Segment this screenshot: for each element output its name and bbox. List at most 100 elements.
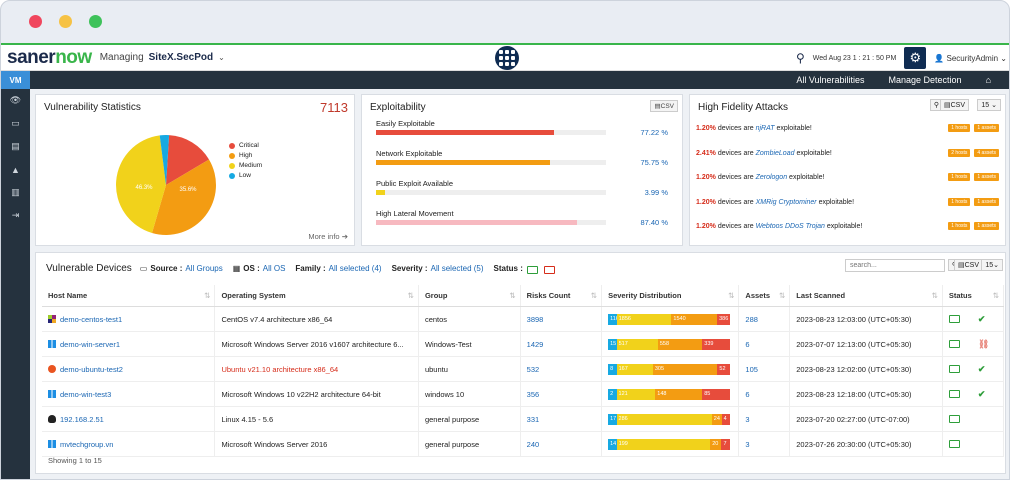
severity-segment[interactable]: 167 (616, 363, 653, 375)
sidebar-item-vm[interactable]: VM (1, 71, 30, 89)
chevron-down-icon[interactable]: ⌄ (218, 53, 225, 62)
host-cell[interactable]: demo-win-server1 (42, 331, 216, 357)
malware-link[interactable]: Zerologon (755, 174, 788, 181)
risks-cell[interactable]: 3898 (520, 306, 603, 332)
search-icon[interactable]: ⚲ (795, 51, 805, 65)
column-header[interactable]: Host Name ⇅ (42, 285, 216, 307)
online-monitor-icon[interactable] (526, 265, 538, 274)
assets-badge[interactable]: 4 assets (974, 148, 999, 157)
page-size-select[interactable]: 15 ⌄ (977, 99, 1001, 111)
total-vulnerabilities[interactable]: 7113 (320, 100, 348, 115)
column-header[interactable]: Status ⇅ (942, 285, 1005, 307)
assets-cell[interactable]: 6 (738, 331, 791, 357)
csv-export-button[interactable]: ▤CSV (939, 99, 969, 111)
sanernow-logo[interactable]: sanernow (7, 46, 92, 68)
severity-segment[interactable]: 85 (702, 388, 731, 400)
host-cell[interactable]: mvtechgroup.vn (42, 431, 216, 457)
gear-icon[interactable]: ⚙ (904, 47, 927, 69)
severity-segment[interactable]: 20 (710, 438, 722, 450)
hosts-badge[interactable]: 1 hosts (948, 124, 971, 132)
malware-link[interactable]: njRAT (755, 125, 775, 132)
column-header[interactable]: Risks Count ⇅ (520, 285, 603, 307)
risks-cell[interactable]: 240 (520, 431, 603, 457)
user-menu[interactable]: 👤 SecurityAdmin ⌄ (934, 53, 1007, 63)
legend-item-critical[interactable]: Critical (229, 142, 262, 149)
malware-link[interactable]: XMRig Cryptominer (755, 198, 817, 206)
severity-segment[interactable]: 24 (711, 413, 722, 425)
severity-segment[interactable]: 121 (616, 388, 656, 400)
assets-cell[interactable]: 105 (738, 356, 791, 382)
column-header[interactable]: Severity Distribution ⇅ (601, 285, 740, 307)
csv-export-button[interactable]: ▤CSV (650, 100, 678, 112)
host-cell[interactable]: demo-ubuntu-test2 (42, 356, 216, 382)
search-input[interactable] (845, 259, 945, 272)
severity-segment[interactable]: 305 (652, 363, 718, 375)
severity-segment[interactable]: 2 (608, 388, 617, 400)
severity-segment[interactable]: 558 (657, 338, 703, 350)
severity-segment[interactable]: 148 (655, 388, 703, 400)
hosts-badge[interactable]: 1 hosts (948, 173, 971, 181)
assets-badge[interactable]: 1 assets (974, 197, 999, 206)
table-row[interactable]: demo-centos-test1 CentOS v7.4 architectu… (42, 306, 1005, 332)
source-filter[interactable]: All Groups (185, 264, 223, 273)
severity-segment[interactable]: 517 (616, 338, 658, 350)
hosts-badge[interactable]: 1 hosts (948, 222, 971, 230)
risks-cell[interactable]: 532 (520, 356, 603, 382)
severity-segment[interactable]: 1856 (616, 313, 672, 325)
severity-segment[interactable]: 17 (608, 413, 617, 425)
severity-segment[interactable]: 286 (616, 413, 712, 425)
nav-manage-detection[interactable]: Manage Detection (888, 75, 962, 85)
severity-segment[interactable]: 116 (608, 313, 617, 325)
table-row[interactable]: demo-win-test3 Microsoft Windows 10 v22H… (42, 381, 1005, 407)
legend-item-low[interactable]: Low (229, 172, 262, 179)
table-row[interactable]: mvtechgroup.vn Microsoft Windows Server … (42, 431, 1005, 457)
column-header[interactable]: Last Scanned ⇅ (789, 285, 943, 307)
os-filter[interactable]: All OS (262, 264, 286, 273)
hosts-badge[interactable]: 2 hosts (948, 148, 971, 157)
column-header[interactable]: Assets ⇅ (738, 285, 791, 307)
column-header[interactable]: Group ⇅ (418, 285, 521, 307)
malware-link[interactable]: Webtoos DDoS Trojan (755, 223, 825, 230)
severity-segment[interactable]: 199 (616, 438, 711, 450)
table-row[interactable]: demo-ubuntu-test2 Ubuntu v21.10 architec… (42, 356, 1005, 382)
host-cell[interactable]: 192.168.2.51 (42, 406, 216, 432)
close-dot[interactable] (29, 15, 42, 28)
maximize-dot[interactable] (89, 15, 102, 28)
warning-icon[interactable]: ▲ (11, 164, 20, 175)
more-info-link[interactable]: More info ➔ (308, 232, 348, 241)
severity-segment[interactable]: 7 (721, 438, 731, 450)
host-link[interactable]: demo-centos-test1 (60, 314, 123, 324)
app-grid-icon[interactable] (495, 46, 519, 70)
host-link[interactable]: demo-win-server1 (60, 339, 121, 349)
severity-segment[interactable]: 339 (702, 338, 731, 350)
minimize-dot[interactable] (59, 15, 72, 28)
risks-cell[interactable]: 331 (520, 406, 603, 432)
severity-pie-chart[interactable]: 35.6% 46.3% (116, 135, 216, 235)
assets-cell[interactable]: 6 (738, 381, 791, 407)
severity-segment[interactable]: 8 (608, 363, 617, 375)
host-link[interactable]: demo-win-test3 (60, 389, 112, 399)
host-cell[interactable]: demo-win-test3 (42, 381, 216, 407)
severity-segment[interactable]: 15 (608, 338, 617, 350)
malware-link[interactable]: ZombieLoad (755, 149, 795, 157)
monitor-icon[interactable]: ▭ (11, 118, 20, 128)
assets-cell[interactable]: 3 (738, 431, 791, 457)
assets-badge[interactable]: 1 assets (974, 222, 999, 230)
assets-badge[interactable]: 1 assets (974, 173, 999, 181)
eye-icon[interactable]: 👁 (9, 95, 22, 105)
host-link[interactable]: mvtechgroup.vn (60, 439, 114, 449)
hosts-badge[interactable]: 1 hosts (948, 197, 971, 206)
severity-segment[interactable]: 386 (717, 313, 731, 325)
table-row[interactable]: 192.168.2.51 Linux 4.15 - 5.6 general pu… (42, 406, 1005, 432)
host-link[interactable]: demo-ubuntu-test2 (60, 364, 123, 374)
severity-filter[interactable]: All selected (5) (430, 264, 484, 273)
family-filter[interactable]: All selected (4) (328, 264, 382, 273)
host-link[interactable]: 192.168.2.51 (60, 414, 104, 424)
severity-segment[interactable]: 52 (717, 363, 731, 375)
legend-item-medium[interactable]: Medium (229, 162, 262, 169)
site-selector[interactable]: SiteX.SecPod (148, 52, 214, 63)
legend-item-high[interactable]: High (229, 152, 262, 159)
assets-badge[interactable]: 1 assets (974, 124, 999, 132)
home-icon[interactable]: ⌂ (985, 75, 991, 85)
assets-cell[interactable]: 288 (738, 306, 791, 332)
